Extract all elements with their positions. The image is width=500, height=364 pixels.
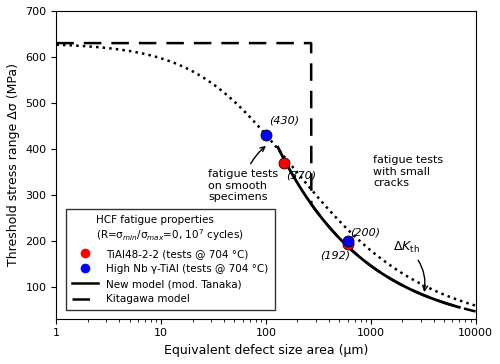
Text: (370): (370) xyxy=(286,171,317,181)
Text: $\Delta K_\mathrm{th}$: $\Delta K_\mathrm{th}$ xyxy=(393,240,428,290)
X-axis label: Equivalent defect size area (μm): Equivalent defect size area (μm) xyxy=(164,344,368,357)
Text: (200): (200) xyxy=(350,227,380,237)
Text: (192): (192) xyxy=(320,250,350,260)
Legend: TiAl48-2-2 (tests @ 704 °C), High Nb γ-TiAl (tests @ 704 °C), New model (mod. Ta: TiAl48-2-2 (tests @ 704 °C), High Nb γ-T… xyxy=(66,209,275,310)
Text: (430): (430) xyxy=(270,115,300,126)
Text: fatigue tests
with small
cracks: fatigue tests with small cracks xyxy=(373,155,443,188)
Y-axis label: Threshold stress range Δσ (MPa): Threshold stress range Δσ (MPa) xyxy=(7,63,20,266)
Text: fatigue tests
on smooth
specimens: fatigue tests on smooth specimens xyxy=(208,147,278,202)
